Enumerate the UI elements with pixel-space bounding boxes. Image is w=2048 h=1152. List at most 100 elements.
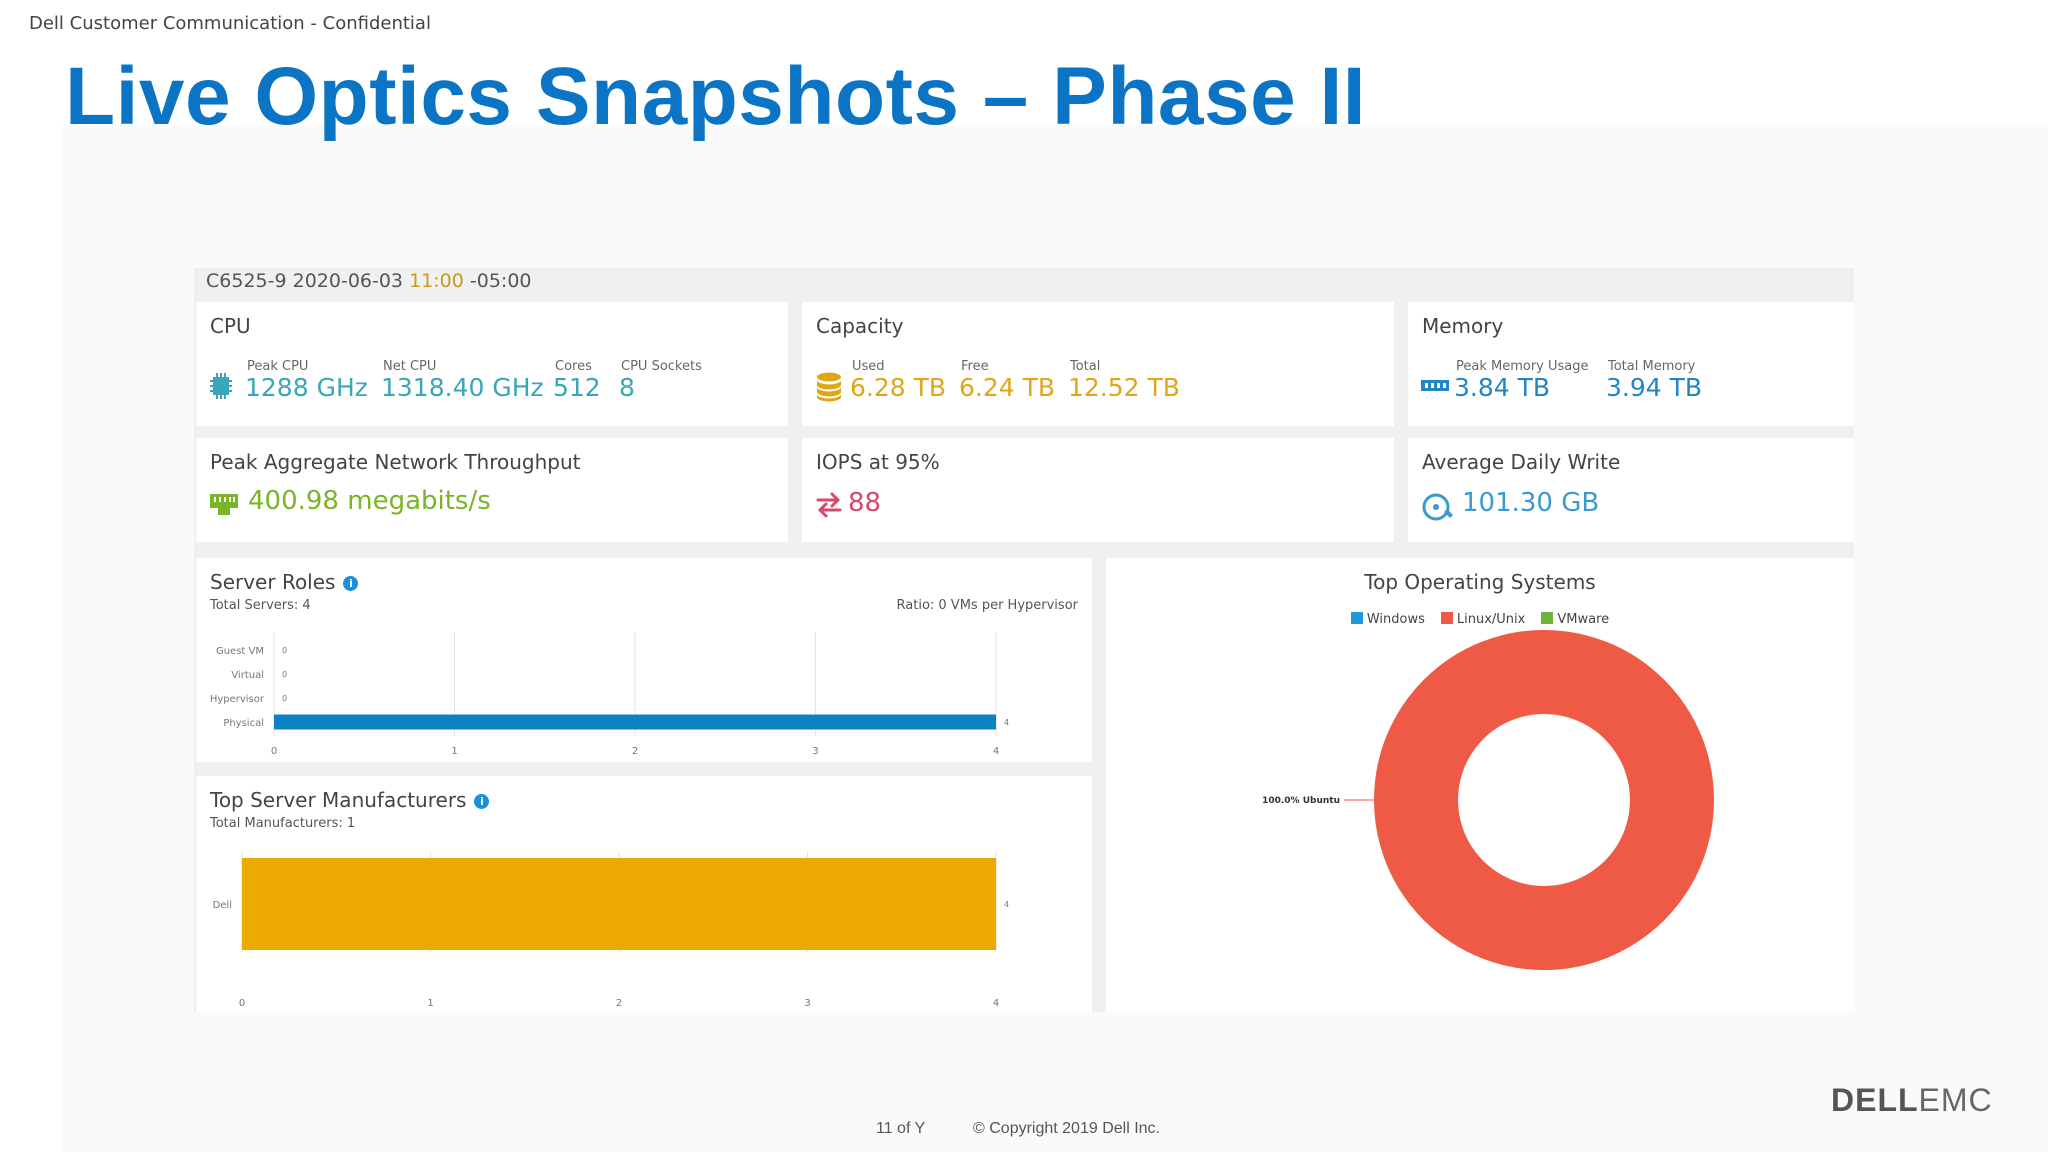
iops-value: 88 xyxy=(848,488,882,518)
os-donut-chart: 100.0% Ubuntu xyxy=(1262,630,1714,970)
total-memory-metric: Total Memory 3.94 TB xyxy=(1606,359,1702,402)
memory-card-title: Memory xyxy=(1422,314,1504,338)
daily-write-value: 101.30 GB xyxy=(1462,488,1600,518)
data-label: 0 xyxy=(282,694,287,703)
page-number: 11 of Y xyxy=(876,1120,926,1137)
legend-swatch xyxy=(1350,612,1363,624)
legend-item[interactable]: Windows xyxy=(1350,612,1425,627)
peak-memory-value: 3.84 TB xyxy=(1454,373,1551,402)
slide-title: Live Optics Snapshots – Phase II xyxy=(65,51,1367,142)
snapshot-header: C6525-9 2020-06-03 11:00 -05:00 xyxy=(206,270,532,292)
cores-label: Cores xyxy=(555,359,592,374)
total-manufacturers: Total Manufacturers: 1 xyxy=(210,816,356,831)
data-label: 4 xyxy=(1004,718,1009,727)
server-roles-card: Server Roles i Total Servers: 4 Ratio: 0 … xyxy=(196,558,1092,762)
daily-write-card-title: Average Daily Write xyxy=(1422,450,1621,474)
x-tick-label: 4 xyxy=(993,746,999,757)
server-roles-title: Server Roles i xyxy=(210,570,359,594)
x-tick-label: 0 xyxy=(239,998,245,1009)
iops-card-title: IOPS at 95% xyxy=(816,450,940,474)
peak-cpu-value: 1288 GHz xyxy=(245,373,368,402)
x-tick-label: 3 xyxy=(804,998,810,1009)
legend-swatch xyxy=(1541,612,1554,624)
snapshot-time: 11:00 xyxy=(409,270,464,292)
pie-slice xyxy=(1374,630,1714,970)
vm-ratio: Ratio: 0 VMs per Hypervisor xyxy=(896,598,1078,613)
legend-item[interactable]: Linux/Unix xyxy=(1440,612,1526,627)
dell-emc-logo: DELLEMC xyxy=(1831,1082,1993,1118)
network-card-title: Peak Aggregate Network Throughput xyxy=(210,450,581,474)
peak-cpu-metric: Peak CPU 1288 GHz xyxy=(245,359,368,402)
y-tick-label: Dell xyxy=(213,900,232,911)
info-icon[interactable]: i xyxy=(343,576,359,591)
peak-cpu-label: Peak CPU xyxy=(247,359,309,374)
cpu-sockets-metric: CPU Sockets 8 xyxy=(619,359,702,402)
peak-memory-label: Peak Memory Usage xyxy=(1456,359,1589,374)
copyright: © Copyright 2019 Dell Inc. xyxy=(973,1120,1160,1137)
capacity-card: Capacity Used 6.28 TB Free 6.24 TB Total… xyxy=(802,302,1394,426)
disk-write-icon xyxy=(1422,493,1453,521)
y-tick-label: Hypervisor xyxy=(210,694,265,705)
used-value: 6.28 TB xyxy=(850,373,947,402)
y-tick-label: Virtual xyxy=(231,670,264,681)
total-capacity-value: 12.52 TB xyxy=(1068,373,1180,402)
net-cpu-metric: Net CPU 1318.40 GHz xyxy=(381,359,544,402)
y-tick-label: Guest VM xyxy=(216,646,264,657)
net-cpu-label: Net CPU xyxy=(383,359,437,374)
x-tick-label: 0 xyxy=(271,746,277,757)
total-capacity-label: Total xyxy=(1070,359,1101,374)
cores-metric: Cores 512 xyxy=(553,359,601,402)
server-roles-title-text: Server Roles xyxy=(210,570,336,594)
bar xyxy=(274,714,996,730)
snapshot-name: C6525-9 2020-06-03 xyxy=(206,270,404,292)
legend-label: Linux/Unix xyxy=(1456,612,1526,627)
snapshot-timezone: -05:00 xyxy=(469,270,532,292)
cpu-card-title: CPU xyxy=(210,314,251,338)
slice-label: 100.0% Ubuntu xyxy=(1262,796,1340,806)
top-os-card: Top Operating Systems Windows Linux/Unix V… xyxy=(1106,558,1854,1012)
total-servers: Total Servers: 4 xyxy=(210,598,311,613)
memory-card: Memory Peak Memory Usage 3.84 TB Total M… xyxy=(1408,302,1854,426)
cpu-sockets-value: 8 xyxy=(619,373,635,402)
manufacturers-chart: 0 1 2 3 4 Dell 4 xyxy=(213,852,1009,1009)
free-value: 6.24 TB xyxy=(959,373,1056,402)
cpu-chip-icon xyxy=(210,373,232,399)
daily-write-card: Average Daily Write 101.30 GB xyxy=(1408,438,1854,542)
legend-label: Windows xyxy=(1366,612,1425,627)
legend-swatch xyxy=(1440,612,1453,624)
x-tick-label: 1 xyxy=(427,998,433,1009)
legend-item[interactable]: VMware xyxy=(1541,612,1609,627)
confidential-label: Dell Customer Communication - Confidenti… xyxy=(29,13,431,34)
used-label: Used xyxy=(852,359,885,374)
memory-module-icon xyxy=(1421,380,1449,391)
transfer-arrows-icon xyxy=(816,492,842,518)
cpu-card: CPU Peak CPU 1288 GHz Net CPU 1318.40 GH… xyxy=(196,302,788,426)
free-label: Free xyxy=(961,359,989,374)
cpu-sockets-label: CPU Sockets xyxy=(621,359,702,374)
os-legend: Windows Linux/Unix VMware xyxy=(1106,612,1854,627)
data-label: 4 xyxy=(1004,900,1009,909)
iops-card: IOPS at 95% 88 xyxy=(802,438,1394,542)
free-metric: Free 6.24 TB xyxy=(959,359,1055,402)
net-cpu-value: 1318.40 GHz xyxy=(381,373,544,402)
server-roles-chart: 0 1 2 3 4 Guest VM 0 Virtual 0 Hypervisor 0 Physica… xyxy=(210,632,1009,757)
data-label: 0 xyxy=(282,646,287,655)
total-capacity-metric: Total 12.52 TB xyxy=(1068,359,1180,402)
network-card: Peak Aggregate Network Throughput 400.98… xyxy=(196,438,788,542)
manufacturers-title: Top Server Manufacturers i xyxy=(210,788,490,812)
total-memory-value: 3.94 TB xyxy=(1606,373,1703,402)
x-tick-label: 4 xyxy=(993,998,999,1009)
y-tick-label: Physical xyxy=(223,718,264,729)
peak-memory-metric: Peak Memory Usage 3.84 TB xyxy=(1454,359,1589,402)
bar xyxy=(242,858,996,950)
x-tick-label: 1 xyxy=(451,746,457,757)
manufacturers-title-text: Top Server Manufacturers xyxy=(210,788,467,812)
info-icon[interactable]: i xyxy=(474,794,490,809)
capacity-card-title: Capacity xyxy=(816,314,904,338)
legend-label: VMware xyxy=(1557,612,1610,627)
x-tick-label: 2 xyxy=(632,746,638,757)
x-tick-label: 2 xyxy=(616,998,622,1009)
data-label: 0 xyxy=(282,670,287,679)
network-port-icon xyxy=(210,494,238,515)
cores-value: 512 xyxy=(553,373,601,402)
